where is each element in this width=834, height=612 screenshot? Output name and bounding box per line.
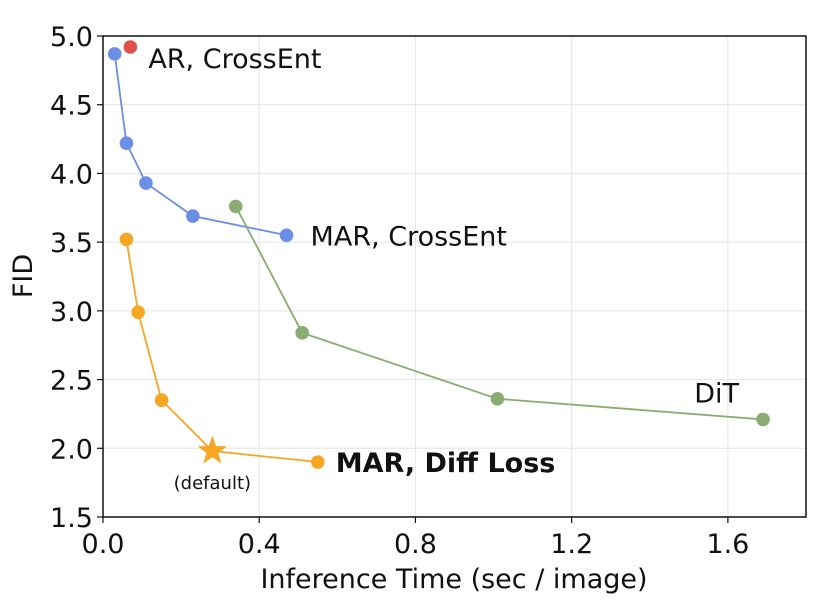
y-tick-label: 3.0 xyxy=(50,297,93,328)
star-marker xyxy=(197,435,228,464)
series-labels: AR, CrossEnt MAR, CrossEnt DiT MAR, Diff Lo… xyxy=(148,44,739,479)
plot-series xyxy=(113,53,764,463)
series-line xyxy=(113,53,287,237)
data-point xyxy=(123,40,138,54)
series-label: MAR, CrossEnt xyxy=(311,221,507,252)
x-axis-label: Inference Time (sec / image) xyxy=(260,564,647,595)
x-tick-label: 0.0 xyxy=(82,529,125,560)
x-tick-label: 0.8 xyxy=(394,529,437,560)
data-point xyxy=(131,305,145,320)
x-tick-label: 1.2 xyxy=(550,529,593,560)
plot-frame xyxy=(102,35,807,518)
data-point xyxy=(186,209,200,223)
y-tick-labels: 1.5 2.0 2.5 3.0 3.5 4.0 4.5 5.0 xyxy=(50,22,103,534)
data-point xyxy=(139,176,153,190)
x-tick-label: 1.6 xyxy=(706,529,749,560)
series-label: MAR, Diff Loss xyxy=(336,448,556,479)
annotations: (default) xyxy=(174,473,251,494)
series-label: AR, CrossEnt xyxy=(148,44,321,75)
data-point xyxy=(756,412,770,427)
data-point xyxy=(228,199,243,214)
x-tick-labels: 0.0 0.4 0.8 1.2 1.6 xyxy=(82,517,749,560)
data-point xyxy=(490,392,505,406)
y-tick-label: 4.0 xyxy=(50,159,93,190)
data-point xyxy=(119,232,134,247)
grid-lines xyxy=(102,35,806,518)
y-tick-label: 2.0 xyxy=(50,434,93,465)
data-point xyxy=(279,228,294,243)
y-tick-label: 1.5 xyxy=(50,503,93,534)
data-point xyxy=(154,393,169,407)
series-line xyxy=(234,205,764,421)
data-point xyxy=(311,455,325,469)
y-axis-label: FID xyxy=(8,254,39,298)
data-point xyxy=(119,136,134,150)
series-line xyxy=(125,239,318,463)
y-tick-label: 2.5 xyxy=(50,366,93,397)
plot-markers xyxy=(107,40,770,469)
data-point xyxy=(107,47,122,61)
y-tick-label: 3.5 xyxy=(50,228,93,259)
y-tick-label: 5.0 xyxy=(50,22,93,53)
annotation-label: (default) xyxy=(174,473,251,494)
y-tick-label: 4.5 xyxy=(50,91,93,122)
series-label: DiT xyxy=(694,378,739,409)
x-tick-label: 0.4 xyxy=(238,529,281,560)
data-point xyxy=(295,326,309,340)
